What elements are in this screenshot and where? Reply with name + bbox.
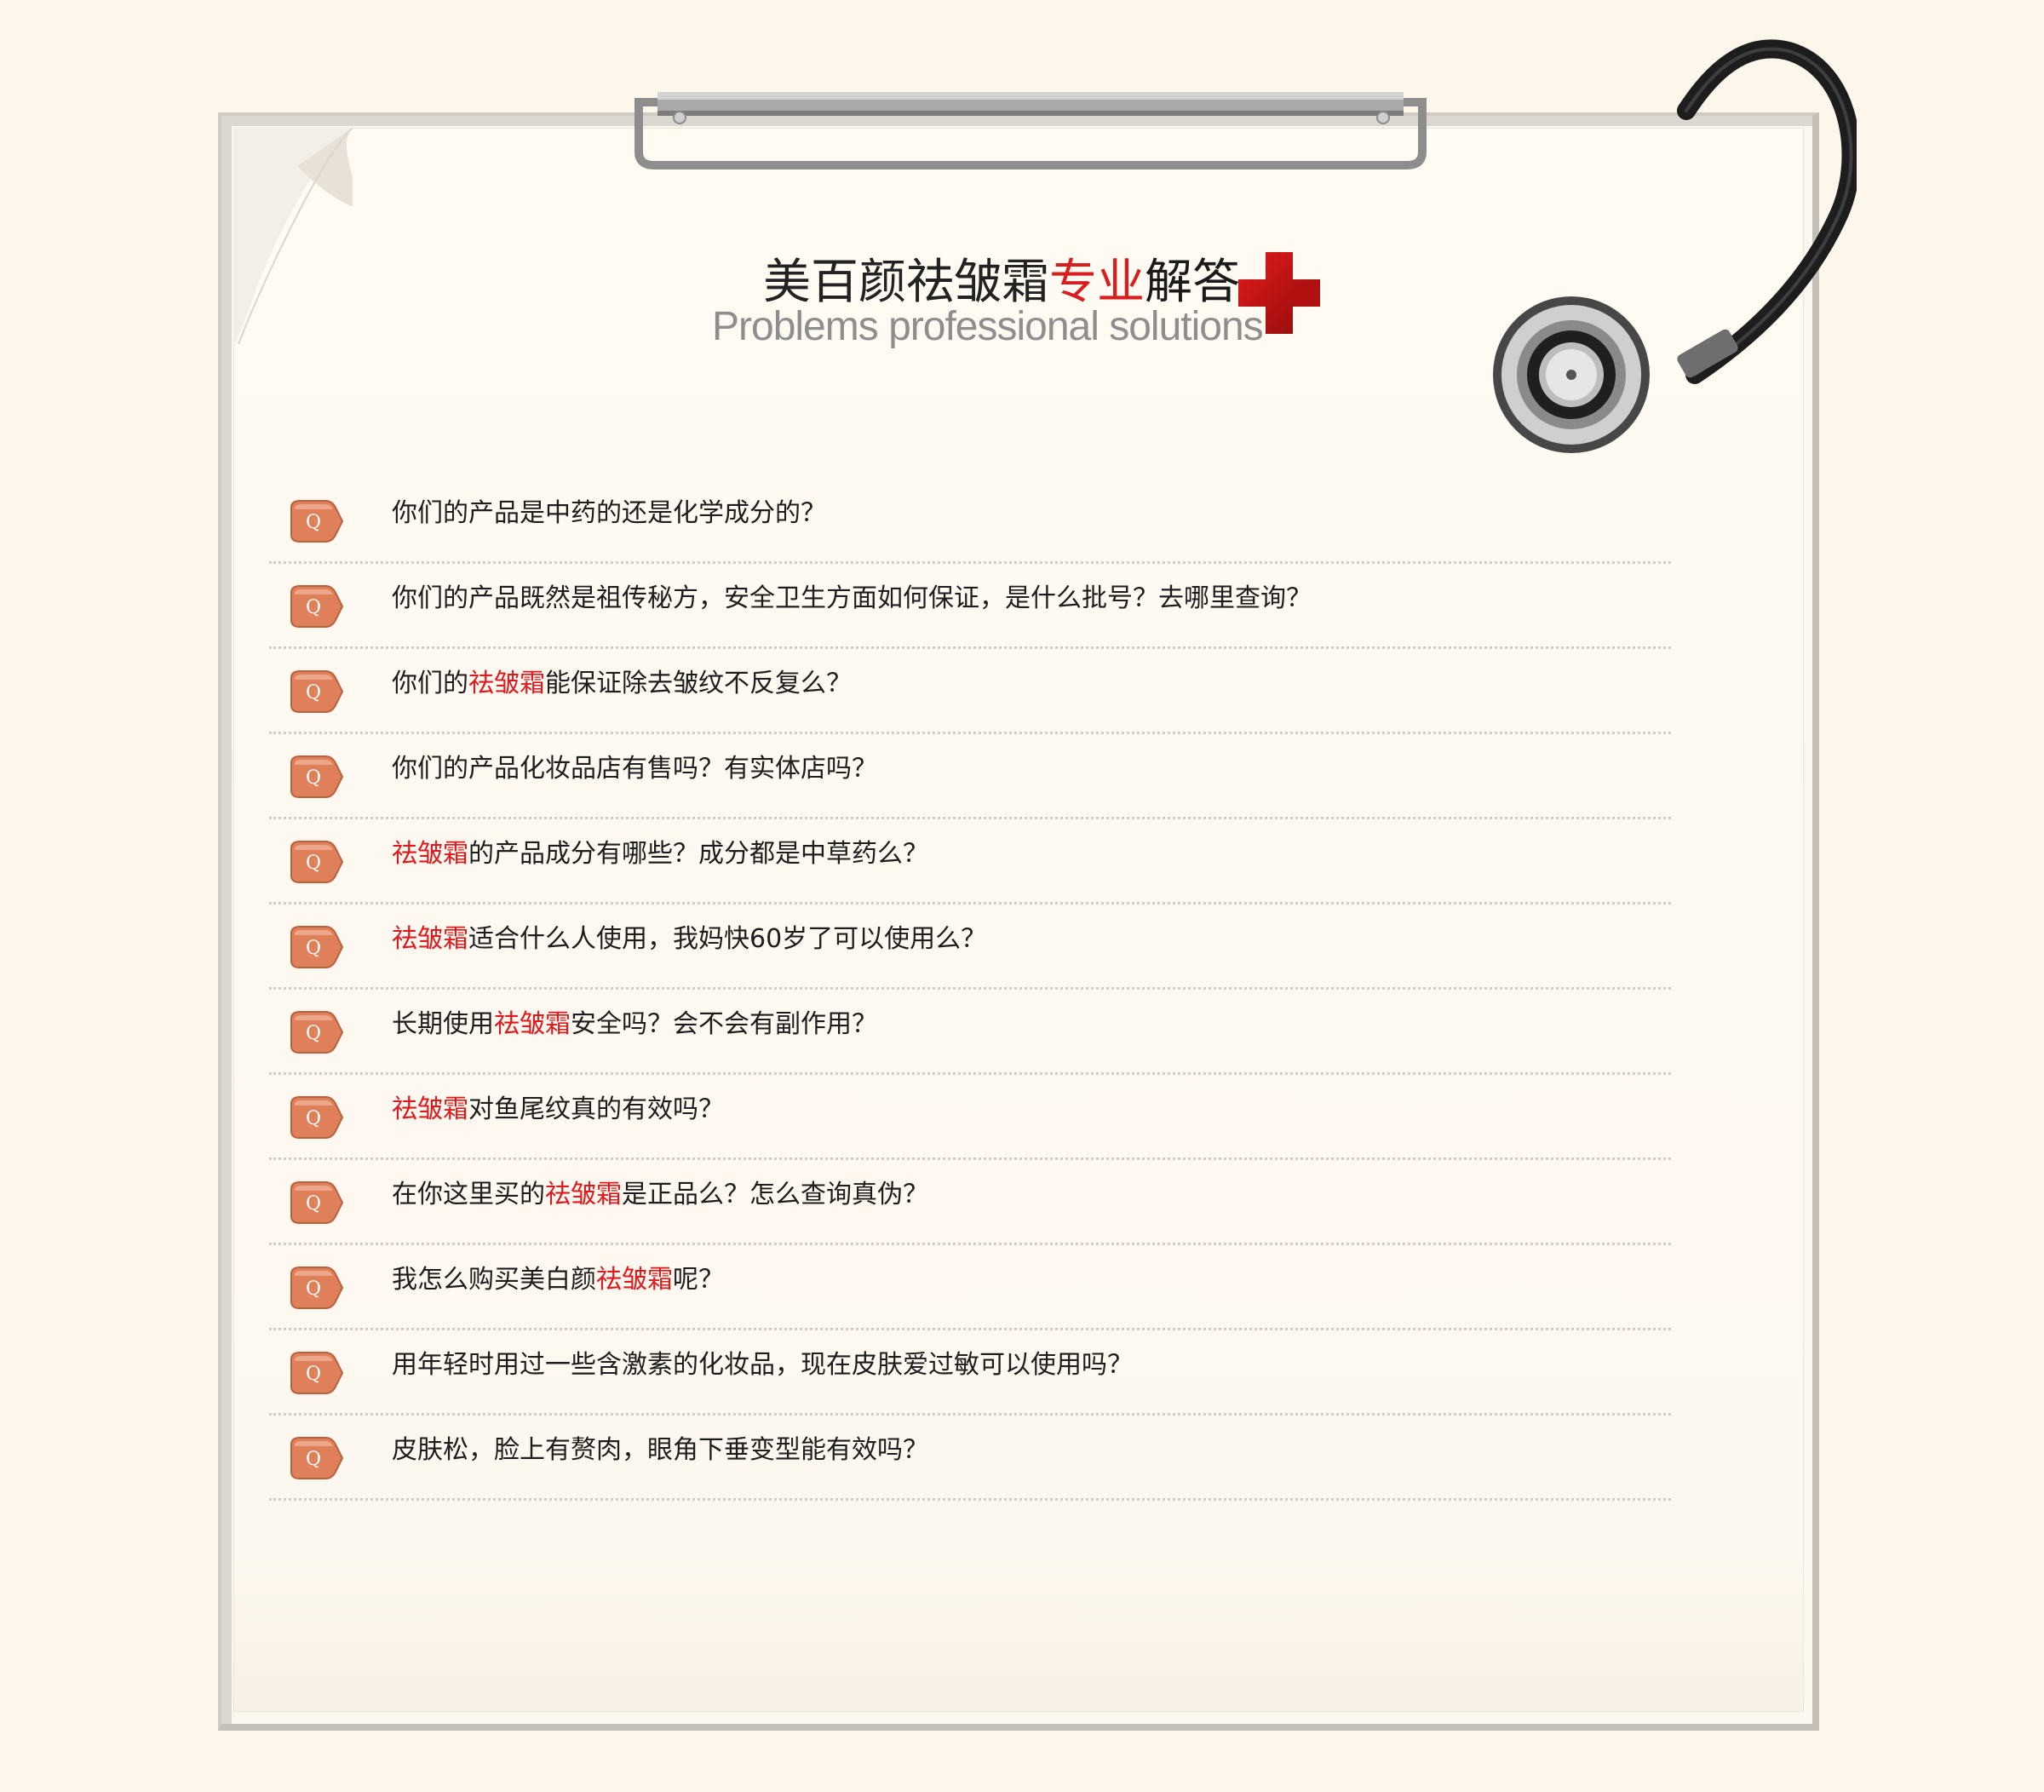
q-badge-icon: Q — [290, 755, 344, 798]
q-badge-letter: Q — [306, 1449, 321, 1470]
question-text: 皮肤松，脸上有赘肉，眼角下垂变型能有效吗？ — [392, 1435, 928, 1465]
title-brand: 美百颜祛皱霜 — [763, 255, 1049, 310]
faq-question[interactable]: 用年轻时用过一些含激素的化妆品，现在皮肤爱过敏可以使用吗？ — [392, 1344, 1133, 1387]
faq-question[interactable]: 在你这里买的祛皱霜是正品么？怎么查询真伪？ — [392, 1174, 928, 1216]
q-badge-icon: Q — [290, 1181, 344, 1224]
question-text: 我怎么购买美白颜 — [392, 1265, 596, 1295]
faq-item[interactable]: Q 祛皱霜对鱼尾纹真的有效吗？ — [269, 1075, 1671, 1160]
faq-item[interactable]: Q 长期使用祛皱霜安全吗？会不会有副作用？ — [269, 990, 1671, 1075]
product-name-highlight: 祛皱霜 — [468, 669, 545, 698]
q-badge-letter: Q — [306, 597, 321, 618]
q-badge-letter: Q — [306, 512, 321, 533]
question-text: 你们的产品化妆品店有售吗？有实体店吗？ — [392, 754, 877, 784]
stethoscope-icon — [1493, 39, 1857, 453]
faq-question[interactable]: 你们的祛皱霜能保证除去皱纹不反复么？ — [392, 663, 852, 705]
title-suffix: 解答 — [1145, 255, 1240, 310]
question-text: 在你这里买的 — [392, 1180, 545, 1209]
question-text: 呢？ — [673, 1265, 724, 1295]
faq-question[interactable]: 长期使用祛皱霜安全吗？会不会有副作用？ — [392, 1003, 877, 1046]
product-name-highlight: 祛皱霜 — [392, 1094, 468, 1124]
q-badge-icon: Q — [290, 1266, 344, 1309]
clipboard-clip-icon — [634, 92, 1427, 169]
question-text: 你们的产品既然是祖传秘方，安全卫生方面如何保证，是什么批号？去哪里查询？ — [392, 583, 1312, 613]
question-text: 能保证除去皱纹不反复么？ — [545, 669, 852, 698]
q-badge-icon: Q — [290, 585, 344, 628]
q-badge-icon: Q — [290, 670, 344, 713]
q-badge-icon: Q — [290, 841, 344, 883]
page-subtitle: Problems professional solutions — [712, 304, 1264, 349]
product-name-highlight: 祛皱霜 — [392, 924, 468, 954]
faq-question[interactable]: 祛皱霜的产品成分有哪些？成分都是中草药么？ — [392, 833, 928, 876]
q-badge-icon: Q — [290, 1096, 344, 1139]
product-name-highlight: 祛皱霜 — [545, 1180, 622, 1209]
faq-item[interactable]: Q 皮肤松，脸上有赘肉，眼角下垂变型能有效吗？ — [269, 1416, 1671, 1501]
faq-question[interactable]: 你们的产品既然是祖传秘方，安全卫生方面如何保证，是什么批号？去哪里查询？ — [392, 577, 1312, 620]
question-text: 长期使用 — [392, 1009, 494, 1039]
product-name-highlight: 祛皱霜 — [596, 1265, 673, 1295]
page-curl-icon — [233, 128, 353, 349]
q-badge-letter: Q — [306, 938, 321, 959]
faq-item[interactable]: Q 你们的祛皱霜能保证除去皱纹不反复么？ — [269, 649, 1671, 734]
faq-item[interactable]: Q 我怎么购买美白颜祛皱霜呢？ — [269, 1245, 1671, 1330]
faq-question[interactable]: 祛皱霜适合什么人使用，我妈快60岁了可以使用么？ — [392, 918, 986, 961]
q-badge-icon: Q — [290, 926, 344, 968]
q-badge-letter: Q — [306, 767, 321, 789]
page-title: 美百颜祛皱霜专业解答 — [763, 249, 1240, 317]
faq-item[interactable]: Q 你们的产品是中药的还是化学成分的？ — [269, 479, 1671, 564]
red-cross-icon — [1238, 252, 1320, 334]
faq-question[interactable]: 你们的产品是中药的还是化学成分的？ — [392, 492, 826, 535]
q-badge-icon: Q — [290, 1352, 344, 1394]
question-text: 是正品么？怎么查询真伪？ — [622, 1180, 928, 1209]
faq-item[interactable]: Q 在你这里买的祛皱霜是正品么？怎么查询真伪？ — [269, 1160, 1671, 1245]
faq-question[interactable]: 你们的产品化妆品店有售吗？有实体店吗？ — [392, 748, 877, 790]
faq-question[interactable]: 祛皱霜对鱼尾纹真的有效吗？ — [392, 1088, 724, 1131]
faq-list: Q 你们的产品是中药的还是化学成分的？ Q 你们的产品既然是祖传秘方，安全卫生方面如何… — [269, 479, 1671, 1501]
title-accent: 专业 — [1049, 255, 1145, 310]
question-text: 对鱼尾纹真的有效吗？ — [468, 1094, 724, 1124]
product-name-highlight: 祛皱霜 — [494, 1009, 571, 1039]
faq-item[interactable]: Q 祛皱霜的产品成分有哪些？成分都是中草药么？ — [269, 819, 1671, 905]
product-name-highlight: 祛皱霜 — [392, 839, 468, 869]
faq-item[interactable]: Q 用年轻时用过一些含激素的化妆品，现在皮肤爱过敏可以使用吗？ — [269, 1330, 1671, 1416]
faq-item[interactable]: Q 祛皱霜适合什么人使用，我妈快60岁了可以使用么？ — [269, 905, 1671, 990]
q-badge-icon: Q — [290, 1437, 344, 1479]
question-text: 安全吗？会不会有副作用？ — [571, 1009, 877, 1039]
question-text: 适合什么人使用，我妈快60岁了可以使用么？ — [468, 924, 987, 954]
q-badge-icon: Q — [290, 500, 344, 543]
faq-item[interactable]: Q 你们的产品化妆品店有售吗？有实体店吗？ — [269, 734, 1671, 819]
q-badge-letter: Q — [306, 1108, 321, 1129]
q-badge-letter: Q — [306, 1023, 321, 1044]
faq-question[interactable]: 皮肤松，脸上有赘肉，眼角下垂变型能有效吗？ — [392, 1429, 928, 1472]
q-badge-letter: Q — [306, 682, 321, 704]
faq-item[interactable]: Q 你们的产品既然是祖传秘方，安全卫生方面如何保证，是什么批号？去哪里查询？ — [269, 564, 1671, 649]
question-text: 你们的产品是中药的还是化学成分的？ — [392, 498, 826, 528]
q-badge-letter: Q — [306, 1278, 321, 1300]
question-text: 你们的 — [392, 669, 468, 698]
faq-question[interactable]: 我怎么购买美白颜祛皱霜呢？ — [392, 1259, 724, 1301]
q-badge-icon: Q — [290, 1011, 344, 1054]
q-badge-letter: Q — [306, 1364, 321, 1385]
q-badge-letter: Q — [306, 1193, 321, 1215]
question-text: 的产品成分有哪些？成分都是中草药么？ — [468, 839, 928, 869]
q-badge-letter: Q — [306, 853, 321, 874]
question-text: 用年轻时用过一些含激素的化妆品，现在皮肤爱过敏可以使用吗？ — [392, 1350, 1133, 1380]
